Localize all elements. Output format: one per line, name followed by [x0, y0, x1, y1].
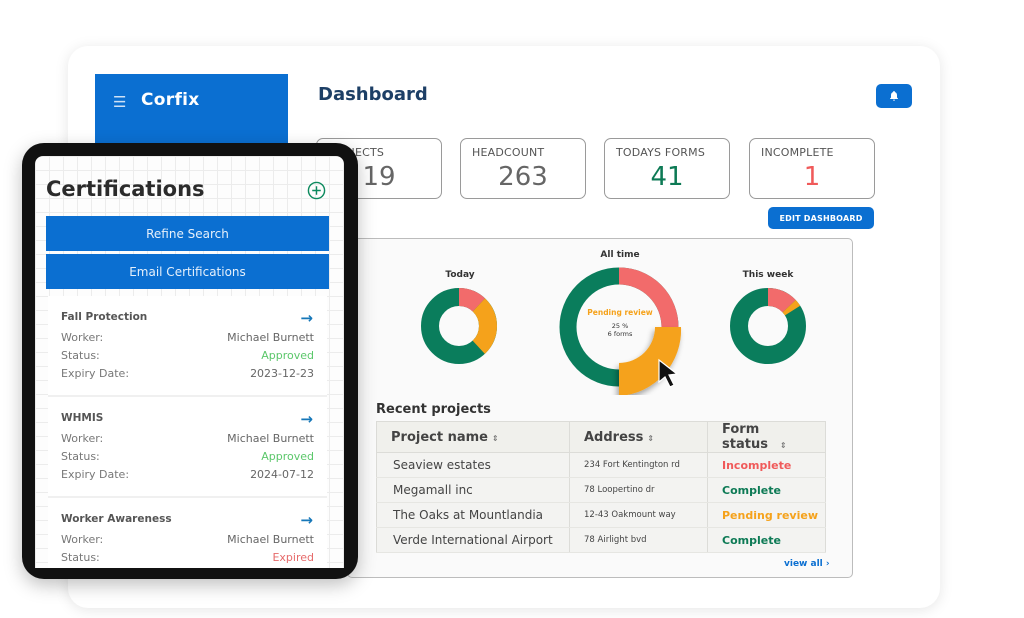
sort-icon[interactable]: ⇕	[647, 433, 655, 443]
refine-search-button[interactable]: Refine Search	[46, 216, 329, 251]
stat-label: TODAYS FORMS	[616, 146, 706, 159]
tooltip-count: 6 forms	[607, 330, 633, 338]
stat-value: 41	[650, 162, 684, 192]
chart-title-all-time: All time	[600, 250, 640, 260]
status-label: Status:	[61, 551, 100, 564]
arrow-right-icon[interactable]: →	[300, 410, 313, 428]
form-status: Complete	[707, 527, 826, 553]
status-value: Expired	[272, 551, 314, 564]
stat-card-incomplete: INCOMPLETE 1	[749, 138, 875, 199]
column-header-form-status[interactable]: Form status ⇕	[707, 421, 826, 453]
list-item[interactable]: WHMIS → Worker: Michael Burnett Status: Ap…	[48, 397, 327, 498]
tablet-screen: Certifications Refine Search Email Certi…	[35, 156, 344, 568]
column-header-address[interactable]: Address ⇕	[569, 421, 708, 453]
expiry-label: Expiry Date:	[61, 367, 130, 380]
pending-slice	[619, 327, 682, 395]
status-value: Approved	[261, 349, 314, 362]
worker-value: Michael Burnett	[227, 533, 314, 546]
worker-label: Worker:	[61, 432, 104, 445]
table-row[interactable]: The Oaks at Mountlandia 12-43 Oakmount w…	[376, 502, 826, 528]
stat-value: 263	[498, 162, 548, 192]
certifications-title: Certifications	[46, 177, 205, 201]
sort-icon[interactable]: ⇕	[779, 441, 787, 450]
arrow-right-icon[interactable]: →	[300, 511, 313, 529]
table-row[interactable]: Seaview estates 234 Fort Kentington rd I…	[376, 452, 826, 478]
stat-label: HEADCOUNT	[472, 146, 545, 159]
tooltip-label: Pending review	[587, 308, 653, 317]
edit-dashboard-button[interactable]: EDIT DASHBOARD	[768, 207, 874, 229]
form-status: Complete	[707, 477, 826, 503]
list-item[interactable]: Fall Protection → Worker: Michael Burnett…	[48, 296, 327, 397]
worker-value: Michael Burnett	[227, 432, 314, 445]
project-address: 78 Loopertino dr	[569, 477, 708, 503]
stat-card-todays-forms: TODAYS FORMS 41	[604, 138, 730, 199]
list-item[interactable]: Worker Awareness → Worker: Michael Burnet…	[48, 498, 327, 568]
project-name: Verde International Airport	[376, 527, 570, 553]
stat-card-headcount: HEADCOUNT 263	[460, 138, 586, 199]
status-label: Status:	[61, 349, 100, 362]
sort-icon[interactable]: ⇕	[491, 433, 499, 443]
project-address: 78 Airlight bvd	[569, 527, 708, 553]
stat-value: 19	[362, 162, 396, 192]
expiry-value: 2023-12-23	[250, 367, 314, 380]
project-address: 12-43 Oakmount way	[569, 502, 708, 528]
expiry-label: Expiry Date:	[61, 468, 130, 481]
add-certification-icon[interactable]	[307, 181, 326, 200]
certification-name: Worker Awareness	[61, 513, 172, 525]
stat-label: INCOMPLETE	[761, 146, 834, 159]
project-name: The Oaks at Mountlandia	[376, 502, 570, 528]
donut-chart-all-time[interactable]	[555, 265, 690, 395]
table-row[interactable]: Megamall inc 78 Loopertino dr Complete	[376, 477, 826, 503]
cursor-icon	[658, 358, 679, 388]
view-all-link[interactable]: view all ›	[784, 559, 830, 569]
recent-projects-table: Project name ⇕ Address ⇕ Form status ⇕ Seav…	[376, 421, 826, 553]
sidebar-header: ☰ Corfix	[95, 74, 288, 156]
recent-projects-title: Recent projects	[376, 402, 491, 417]
donut-chart-this-week[interactable]	[729, 287, 807, 365]
certification-name: Fall Protection	[61, 311, 148, 323]
certification-name: WHMIS	[61, 412, 104, 424]
project-name: Seaview estates	[376, 452, 570, 478]
chart-title-this-week: This week	[742, 270, 794, 280]
project-address: 234 Fort Kentington rd	[569, 452, 708, 478]
form-status: Pending review	[707, 502, 826, 528]
hamburger-menu-icon[interactable]: ☰	[113, 93, 127, 111]
project-name: Megamall inc	[376, 477, 570, 503]
donut-chart-today[interactable]	[420, 287, 498, 365]
tooltip-percent: 25 %	[611, 322, 629, 330]
email-certifications-button[interactable]: Email Certifications	[46, 254, 329, 289]
column-header-project-name[interactable]: Project name ⇕	[376, 421, 570, 453]
notifications-button[interactable]	[876, 84, 912, 108]
stat-value: 1	[803, 162, 821, 192]
certification-list: Fall Protection → Worker: Michael Burnett…	[48, 296, 327, 568]
table-row[interactable]: Verde International Airport 78 Airlight …	[376, 527, 826, 553]
arrow-right-icon[interactable]: →	[300, 309, 313, 327]
form-status: Incomplete	[707, 452, 826, 478]
page-title: Dashboard	[318, 84, 428, 105]
expiry-value: 2024-07-12	[250, 468, 314, 481]
bell-icon	[890, 91, 898, 101]
worker-value: Michael Burnett	[227, 331, 314, 344]
worker-label: Worker:	[61, 533, 104, 546]
brand-logo: Corfix	[141, 90, 200, 110]
status-value: Approved	[261, 450, 314, 463]
worker-label: Worker:	[61, 331, 104, 344]
status-label: Status:	[61, 450, 100, 463]
chart-title-today: Today	[445, 270, 475, 280]
